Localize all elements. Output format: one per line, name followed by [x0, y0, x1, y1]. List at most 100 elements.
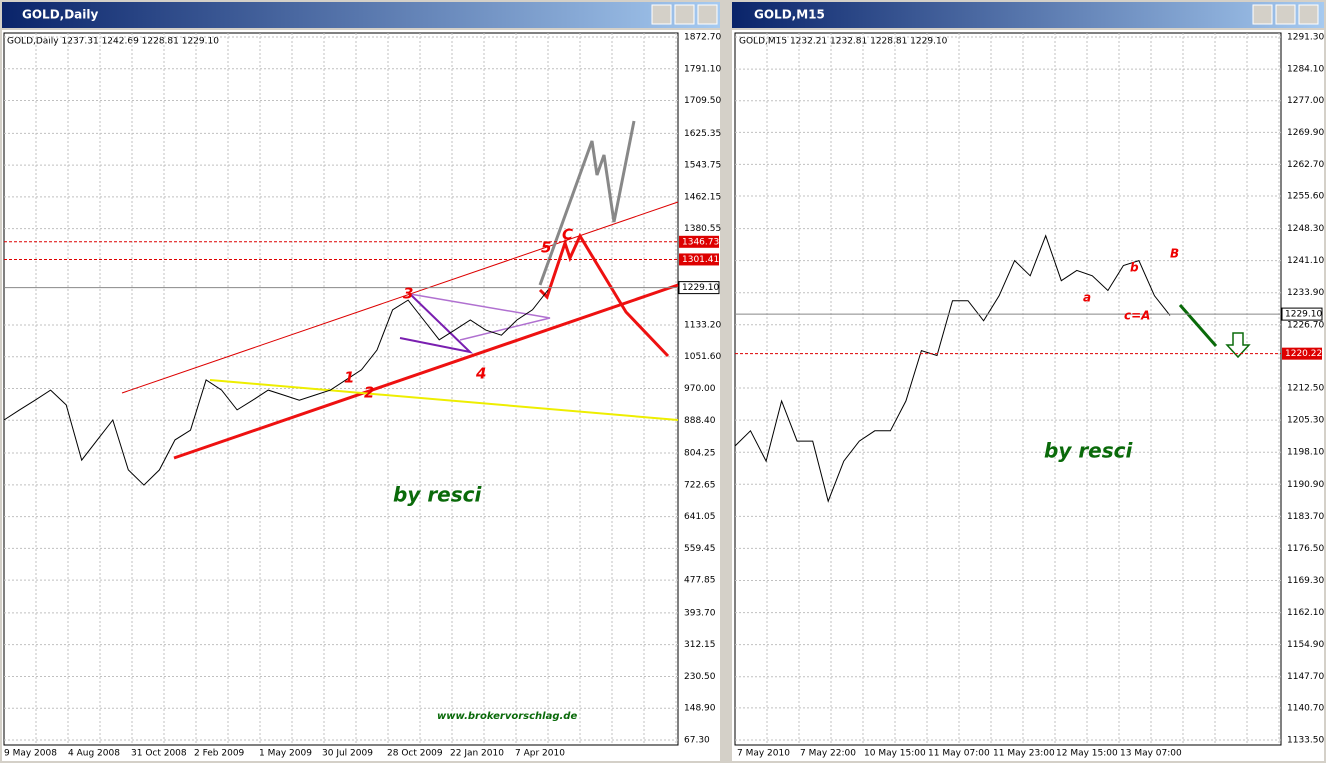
window-title: GOLD,Daily: [22, 8, 99, 22]
watermark: by resci: [1044, 439, 1134, 463]
x-tick-label: 30 Jul 2009: [322, 749, 373, 759]
y-tick-label: 1241.10: [1287, 256, 1324, 266]
price-label: 1346.73: [682, 237, 719, 247]
y-tick-label: 641.05: [684, 512, 716, 522]
purple-lines: [409, 293, 551, 341]
x-tick-label: 1 May 2009: [259, 749, 312, 759]
wave-label: 5: [541, 239, 551, 257]
y-tick-label: 1380.55: [684, 224, 721, 234]
x-tick-label: 28 Oct 2009: [387, 749, 443, 759]
x-tick-label: 12 May 15:00: [1056, 749, 1118, 759]
wave-label: 3: [403, 285, 413, 303]
y-tick-label: 1133.20: [684, 320, 721, 330]
y-tick-label: 970.00: [684, 384, 716, 394]
wave-label: 1: [344, 369, 354, 387]
y-tick-label: 1176.50: [1287, 544, 1324, 554]
red-projection: [538, 232, 670, 358]
y-tick-label: 1190.90: [1287, 480, 1324, 490]
gray-projection: [538, 120, 636, 286]
y-tick-label: 67.30: [684, 736, 710, 746]
y-tick-label: 1872.70: [684, 33, 721, 43]
wave-label: c=A: [1124, 309, 1150, 323]
wave-label: b: [1130, 261, 1139, 275]
y-tick-label: 888.40: [684, 416, 716, 426]
y-tick-label: 1625.35: [684, 129, 721, 139]
x-tick-label: 11 May 23:00: [993, 749, 1055, 759]
window-m15: GOLD,M15 GOLD,M15 1232.21 1232.81 1228.8…: [730, 0, 1326, 763]
price-badge: [678, 281, 720, 295]
x-tick-label: 9 May 2008: [4, 749, 57, 759]
chart-area: [732, 30, 1324, 761]
plot-frame: [734, 32, 1282, 746]
title-bar: [2, 2, 720, 28]
y-tick-label: 1051.60: [684, 352, 721, 362]
y-tick-label: 1255.60: [1287, 192, 1324, 202]
price-badge: [679, 253, 719, 266]
y-tick-label: 1233.90: [1287, 288, 1324, 298]
y-tick-label: 148.90: [684, 704, 716, 714]
x-tick-label: 31 Oct 2008: [131, 749, 187, 759]
price-badge: [679, 235, 719, 248]
wave-label: 4: [475, 365, 486, 383]
y-tick-label: 1198.10: [1287, 448, 1324, 458]
url: www.brokervorschlag.de: [437, 711, 577, 722]
y-tick-label: 1147.70: [1287, 672, 1324, 682]
purple-lines: [399, 293, 474, 354]
minimize-button[interactable]: [651, 4, 672, 25]
trend-line: [121, 201, 679, 394]
x-tick-label: 22 Jan 2010: [450, 749, 504, 759]
y-tick-label: 1162.10: [1287, 608, 1324, 618]
close-button[interactable]: [1298, 4, 1319, 25]
y-tick-label: 1284.10: [1287, 65, 1324, 75]
price-line: [3, 289, 549, 486]
y-tick-label: 1543.75: [684, 161, 721, 171]
wave-label: B: [1170, 247, 1179, 261]
y-tick-label: 1291.30: [1287, 33, 1324, 43]
y-tick-label: 1791.10: [684, 64, 721, 74]
y-tick-label: 1277.00: [1287, 96, 1324, 106]
trend-line: [209, 379, 679, 421]
y-tick-label: 722.65: [684, 480, 716, 490]
y-tick-label: 559.45: [684, 544, 716, 554]
y-tick-label: 1205.30: [1287, 416, 1324, 426]
y-tick-label: 393.70: [684, 608, 716, 618]
y-tick-label: 1262.70: [1287, 160, 1324, 170]
price-label: 1301.41: [682, 255, 719, 265]
x-tick-label: 2 Feb 2009: [194, 749, 245, 759]
x-tick-label: 13 May 07:00: [1120, 749, 1182, 759]
y-tick-label: 477.85: [684, 576, 716, 586]
wave-label: a: [1083, 291, 1091, 305]
close-button[interactable]: [697, 4, 718, 25]
y-tick-label: 312.15: [684, 640, 716, 650]
x-tick-label: 10 May 15:00: [864, 749, 926, 759]
trend-line: [173, 283, 679, 460]
watermark: by resci: [393, 483, 483, 507]
maximize-button[interactable]: [674, 4, 695, 25]
window-daily: GOLD,Daily GOLD,Daily 1237.31 1242.69 12…: [0, 0, 722, 763]
x-tick-label: 4 Aug 2008: [68, 749, 120, 759]
y-tick-label: 1212.50: [1287, 384, 1324, 394]
maximize-button[interactable]: [1275, 4, 1296, 25]
chart-area: [2, 30, 720, 761]
y-tick-label: 804.25: [684, 449, 716, 459]
price-label: 1229.10: [682, 283, 719, 293]
minimize-button[interactable]: [1252, 4, 1273, 25]
wave-label: C: [562, 226, 573, 244]
y-tick-label: 1709.50: [684, 96, 721, 106]
down-arrow: [1225, 332, 1251, 359]
y-tick-label: 1226.70: [1287, 320, 1324, 330]
x-tick-label: 7 May 2010: [737, 749, 790, 759]
price-line: [734, 234, 1171, 503]
y-tick-label: 1140.70: [1287, 703, 1324, 713]
price-badge: [1281, 307, 1323, 321]
chart-header: GOLD,Daily 1237.31 1242.69 1228.81 1229.…: [7, 37, 219, 47]
y-tick-label: 1462.15: [684, 192, 721, 202]
window-title: GOLD,M15: [754, 8, 825, 22]
y-tick-label: 230.50: [684, 672, 716, 682]
x-tick-label: 7 Apr 2010: [515, 749, 565, 759]
y-tick-label: 1183.70: [1287, 512, 1324, 522]
y-tick-label: 1248.30: [1287, 224, 1324, 234]
y-tick-label: 1269.90: [1287, 128, 1324, 138]
y-tick-label: 1154.90: [1287, 640, 1324, 650]
